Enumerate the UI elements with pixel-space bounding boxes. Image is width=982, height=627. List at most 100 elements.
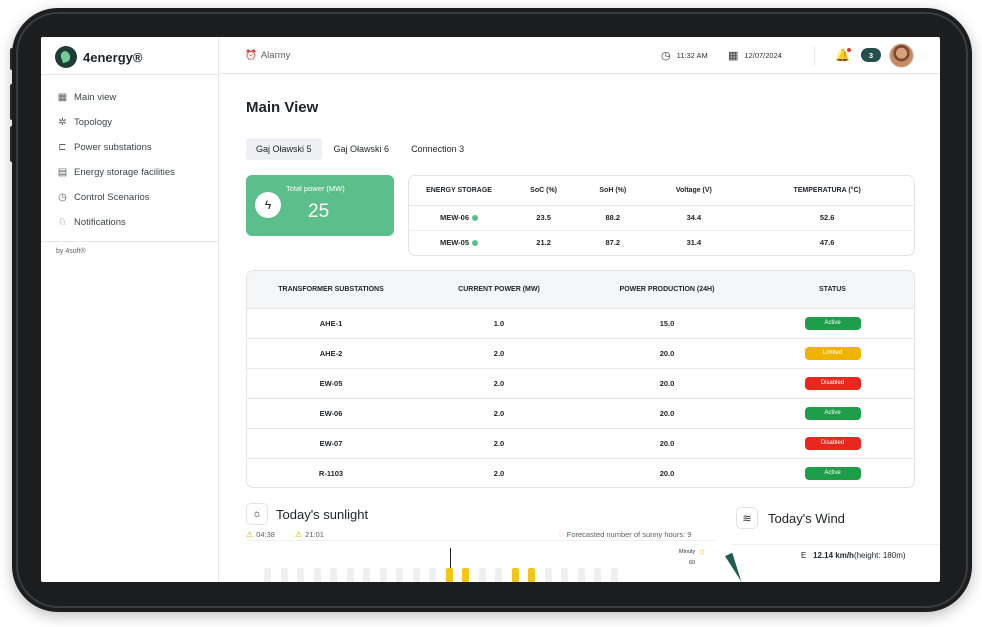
avatar[interactable]	[889, 43, 914, 68]
notification-count-badge[interactable]: 3	[861, 48, 881, 62]
substation-name-cell: EW-07	[247, 428, 415, 459]
sidebar-nav: ▦ Main view ✲ Topology ⊏ Power substatio…	[41, 85, 219, 235]
site-tabs: Gaj Oławski 5 Gaj Oławski 6 Connection 3	[246, 138, 474, 160]
soh-cell: 87.2	[605, 238, 621, 248]
voltage-cell: 34.4	[647, 205, 741, 231]
grid-icon: ▦	[57, 92, 68, 103]
date-value: 12/07/2024	[744, 51, 782, 60]
current-power-cell: 2.0	[415, 338, 583, 369]
sidebar-item-label: Energy storage facilities	[74, 167, 175, 178]
table-row[interactable]: MEW-05 21.2 87.2 31.4 47.6	[409, 230, 914, 255]
wind-direction: E	[801, 551, 807, 560]
status-cell: Active	[751, 458, 914, 487]
status-badge: Active	[804, 466, 861, 480]
sidebar-item-notifications[interactable]: ♘ Notifications	[41, 210, 219, 235]
sidebar-item-main-view[interactable]: ▦ Main view	[41, 85, 219, 110]
table-header-row: ENERGY STORAGE SoC (%) SoH (%) Voltage (…	[409, 176, 914, 206]
status-cell: Active	[751, 308, 914, 339]
table-row[interactable]: EW-05 2.0 20.0 Disabled	[247, 368, 914, 399]
alarm-link[interactable]: ⏰ Alarmy	[245, 50, 290, 61]
tab-connection-3[interactable]: Connection 3	[411, 144, 465, 154]
sidebar-item-topology[interactable]: ✲ Topology	[41, 110, 219, 135]
column-header: TEMPERATURA (°C)	[740, 176, 914, 206]
production-cell: 20.0	[583, 368, 751, 399]
axis-unit-label: Minuty	[679, 549, 696, 555]
substation-icon: ⊏	[58, 142, 67, 153]
sidebar-item-label: Power substations	[74, 142, 152, 153]
chart-bar	[429, 568, 436, 582]
table-row[interactable]: MEW-06 23.5 88.2 34.4 52.6	[409, 205, 914, 231]
production-cell: 20.0	[583, 428, 751, 459]
status-badge: Limited	[804, 346, 861, 360]
chart-bar	[511, 568, 519, 582]
wind-reading: E 12.14 km/h(height: 180m)	[801, 551, 906, 560]
status-cell: Active	[751, 398, 914, 429]
sidebar-item-power-substations[interactable]: ⊏ Power substations	[41, 135, 219, 160]
status-cell: Disabled	[751, 428, 914, 459]
column-header: TRANSFORMER SUBSTATIONS	[247, 271, 415, 309]
storage-name-cell: MEW-05	[409, 230, 509, 255]
footer-credit: by 4soft®	[56, 248, 86, 255]
chart-bar	[330, 568, 337, 582]
sidebar-item-label: Control Scenarios	[74, 192, 150, 203]
chart-bar	[412, 568, 420, 582]
production-cell: 20.0	[583, 398, 751, 429]
sunny-hours-forecast: ◌ Forecasted number of sunny hours: 9	[559, 530, 691, 539]
total-power-label: Total power (MW)	[286, 184, 345, 193]
bell-icon[interactable]: 🔔	[835, 48, 850, 62]
page-title: Main View	[246, 99, 319, 116]
chart-bar	[363, 568, 370, 582]
temperature-cell: 52.6	[740, 205, 914, 231]
clock-icon: ◷	[661, 50, 671, 62]
chart-bar	[396, 568, 403, 582]
wind-icon: ≋	[736, 507, 758, 529]
tab-gaj-olawski-5[interactable]: Gaj Oławski 5	[246, 138, 322, 160]
status-cell: Disabled	[751, 368, 914, 399]
sunset-icon: ⚠	[295, 530, 303, 539]
alarm-clock-icon: ⏰	[245, 50, 257, 61]
chart-bar	[594, 568, 601, 582]
table-row[interactable]: EW-06 2.0 20.0 Active	[247, 398, 914, 429]
date-display[interactable]: ▦ 12/07/2024	[728, 49, 782, 62]
column-header: SoC (%)	[509, 176, 579, 206]
chart-bar	[577, 568, 585, 582]
substation-name-cell: R-1103	[318, 468, 344, 478]
substation-name-cell: AHE-1	[247, 308, 415, 339]
status-dot	[472, 240, 479, 247]
calendar-icon: ▦	[728, 50, 739, 62]
sunrise-icon: ⚠	[246, 530, 254, 539]
sunset-time: ⚠ 21:01	[295, 530, 324, 539]
table-row[interactable]: EW-07 2.0 20.0 Disabled	[247, 428, 914, 459]
substation-name-cell: EW-05	[247, 368, 415, 399]
sunrise-time: ⚠ 04:38	[246, 530, 275, 539]
soc-cell: 23.5	[509, 205, 579, 231]
forecast-text: Forecasted number of sunny hours: 9	[566, 530, 692, 539]
table-row[interactable]: R-1103 2.0 20.0 Active	[247, 458, 914, 487]
sidebar-item-label: Notifications	[74, 217, 126, 228]
time-display: ◷ 11:32 AM	[661, 49, 708, 62]
logo[interactable]: 4energy®	[55, 45, 142, 69]
time-value: 11:32 AM	[676, 51, 708, 60]
current-time-line	[450, 548, 451, 582]
chart-bar	[544, 568, 552, 582]
sidebar-item-energy-storage[interactable]: ▤ Energy storage facilities	[41, 160, 219, 185]
tab-gaj-olawski-6[interactable]: Gaj Oławski 6	[333, 144, 390, 154]
total-power-card: ϟ Total power (MW) 25	[246, 175, 394, 236]
lightning-icon: ϟ	[255, 192, 281, 218]
storage-name: MEW-06	[439, 213, 470, 222]
substations-table: TRANSFORMER SUBSTATIONS CURRENT POWER (M…	[246, 270, 915, 488]
soh-cell: 88.2	[578, 205, 648, 231]
wind-direction-needle	[725, 552, 745, 582]
chart-bar	[528, 568, 535, 582]
table-row[interactable]: AHE-2 2.0 20.0 Limited	[247, 338, 914, 369]
notification-icon: ♘	[58, 217, 67, 228]
scenario-icon: ◷	[58, 192, 67, 203]
chart-bar	[445, 568, 453, 582]
sidebar-item-control-scenarios[interactable]: ◷ Control Scenarios	[41, 185, 219, 210]
status-cell: Limited	[751, 338, 914, 369]
table-row[interactable]: AHE-1 1.0 15.0 Active	[247, 308, 914, 339]
current-power-cell: 2.0	[415, 368, 583, 399]
chart-bar	[478, 568, 486, 582]
table-header-row: TRANSFORMER SUBSTATIONS CURRENT POWER (M…	[247, 271, 914, 309]
axis-tick-label: 60	[689, 560, 696, 566]
